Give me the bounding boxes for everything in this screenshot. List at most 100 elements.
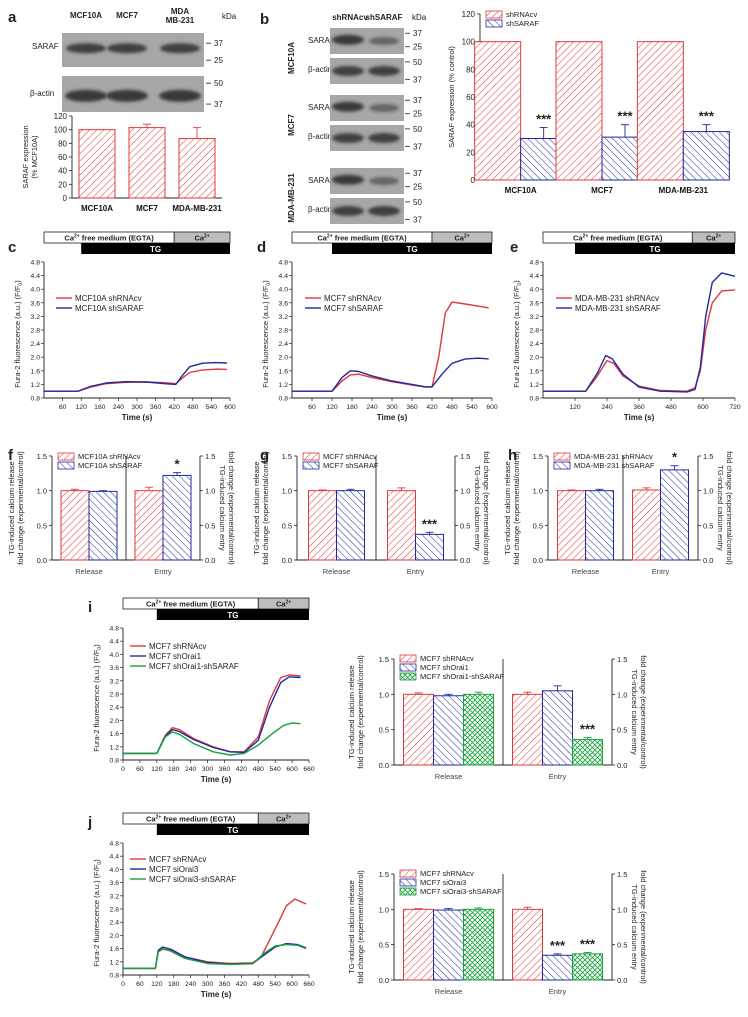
blot-band — [66, 43, 106, 54]
series-line — [123, 943, 307, 970]
tg-bar — [81, 243, 230, 254]
series-line — [123, 722, 301, 756]
x-category-label: Entry — [407, 567, 425, 576]
significance-stars: *** — [617, 109, 633, 124]
legend-label: MCF7 shRNAcv — [420, 869, 474, 878]
blot-band — [65, 89, 107, 102]
y-tick-label: 120 — [54, 112, 68, 121]
y2-axis-title: TG-induced calcium entry — [218, 465, 227, 551]
legend-label: MCF7 siOrai3-shSARAF — [420, 887, 502, 896]
x-category-label: Release — [323, 567, 351, 576]
y-tick-label: 4.8 — [110, 841, 120, 848]
x-tick-label: 480 — [446, 404, 458, 411]
y-tick-label: 80 — [466, 65, 475, 74]
y2-axis-title: fold change (experimental/control) — [639, 870, 648, 984]
marker-b-50: 50 — [413, 125, 422, 134]
marker-b-37: 37 — [413, 75, 422, 84]
y-tick-label: 20 — [466, 148, 475, 157]
legend-swatch — [485, 10, 503, 19]
x-tick-label: 300 — [202, 766, 214, 773]
y-tick-label: 4.8 — [31, 260, 41, 267]
line-chart-e: Ca2+ free medium (EGTA) Ca2+ TG 0.8 1.2 1.6 2.… — [512, 231, 741, 422]
x-tick-label: 600 — [486, 404, 498, 411]
y-tick-label: 2.8 — [530, 328, 540, 335]
row-label-actin-b: β-actin — [308, 65, 332, 74]
x-axis-title: Time (s) — [122, 413, 153, 422]
bar-chart-b: 0 20 40 60 80 100 120 *** MCF10A *** MCF7 *** MDA-MB… — [447, 10, 730, 195]
y-tick-label: 0 — [63, 194, 68, 203]
marker-a2-50: 50 — [214, 79, 223, 88]
series-line — [292, 357, 489, 392]
y-tick-label: 0.8 — [110, 973, 120, 980]
marker-a1-25: 25 — [214, 56, 223, 65]
egta-label: Ca2+ free medium (EGTA) — [146, 600, 236, 609]
marker-a2-37: 37 — [214, 100, 223, 109]
legend-label: shRNAcv — [506, 10, 538, 19]
x-category-label: MDA-MB-231 — [659, 186, 709, 195]
x-tick-label: 180 — [168, 981, 180, 988]
y-axis-title: Fura-2 fluorescence (a.u.) (F/F0) — [92, 859, 103, 967]
y2-tick-label: 1.5 — [703, 452, 713, 461]
y-axis-title: fold change (experimental/control) — [512, 451, 521, 565]
y2-tick-label: 0.5 — [617, 726, 627, 735]
y-tick-label: 1.5 — [379, 655, 389, 664]
bar — [162, 474, 192, 561]
lane-label-b: shSARAF — [366, 13, 403, 22]
marker-b-37: 37 — [413, 215, 422, 224]
y-tick-label: 1.0 — [282, 487, 292, 496]
x-tick-label: 420 — [236, 981, 248, 988]
tg-label: TG — [227, 826, 238, 835]
blot-saraf-a — [62, 33, 204, 67]
y-tick-label: 4.8 — [110, 626, 120, 633]
y-tick-label: 0.8 — [31, 396, 41, 403]
x-tick-label: 120 — [151, 766, 163, 773]
calcium-label: Ca2+ — [706, 234, 721, 243]
bar — [585, 490, 614, 561]
y-tick-label: 80 — [58, 139, 67, 148]
tg-bar — [575, 243, 735, 254]
calcium-label: Ca2+ — [276, 815, 291, 824]
line-chart-i_trace: Ca2+ free medium (EGTA) Ca2+ TG 0.8 1.2 1.6 2.… — [92, 597, 315, 784]
panel-letter-b: b — [260, 11, 269, 28]
blot-band — [332, 206, 364, 216]
x-tick-label: 360 — [633, 404, 645, 411]
legend-label: MCF7 shOrai1-shSARAF — [420, 672, 505, 681]
x-tick-label: 240 — [601, 404, 613, 411]
bar — [134, 490, 164, 561]
y2-axis-title: TG-induced calcium entry — [630, 669, 639, 755]
kda-label-b: kDa — [412, 13, 427, 22]
x-category-label: MDA-MB-231 — [172, 204, 222, 213]
significance-stars: *** — [422, 516, 438, 531]
x-axis-title: Time (s) — [377, 413, 408, 422]
blot-band — [332, 174, 364, 185]
y-axis-title: fold change (experimental/control) — [16, 451, 25, 565]
y-tick-label: 4.8 — [530, 260, 540, 267]
y-tick-label: 2.0 — [530, 355, 540, 362]
legend-swatch — [553, 452, 571, 461]
panel-letter-g: g — [260, 447, 269, 464]
bar — [415, 533, 444, 561]
blot-band — [369, 104, 399, 112]
x-tick-label: 180 — [94, 404, 106, 411]
x-tick-label: 660 — [303, 766, 315, 773]
calcium-label: Ca2+ — [194, 234, 209, 243]
x-tick-label: 600 — [224, 404, 236, 411]
marker-b-25: 25 — [413, 183, 422, 192]
bar — [557, 490, 586, 561]
x-tick-label: 60 — [136, 766, 144, 773]
y-tick-label: 3.2 — [31, 314, 41, 321]
legend-label: MCF10A shSARAF — [75, 304, 144, 313]
y2-tick-label: 1.0 — [460, 487, 470, 496]
marker-b-37: 37 — [413, 142, 422, 151]
y-tick-label: 2.8 — [279, 328, 289, 335]
y-tick-label: 40 — [58, 167, 67, 176]
y-tick-label: 100 — [54, 126, 68, 135]
y-tick-label: 3.6 — [31, 300, 41, 307]
panel-letter-j: j — [87, 814, 92, 831]
y2-tick-label: 0.5 — [617, 941, 627, 950]
legend-swatch — [302, 461, 320, 470]
y-tick-label: 1.2 — [279, 382, 289, 389]
y-axis-title: TG-induced calcium release — [7, 461, 16, 554]
tg-label: TG — [227, 611, 238, 620]
x-category-label: Entry — [154, 567, 172, 576]
